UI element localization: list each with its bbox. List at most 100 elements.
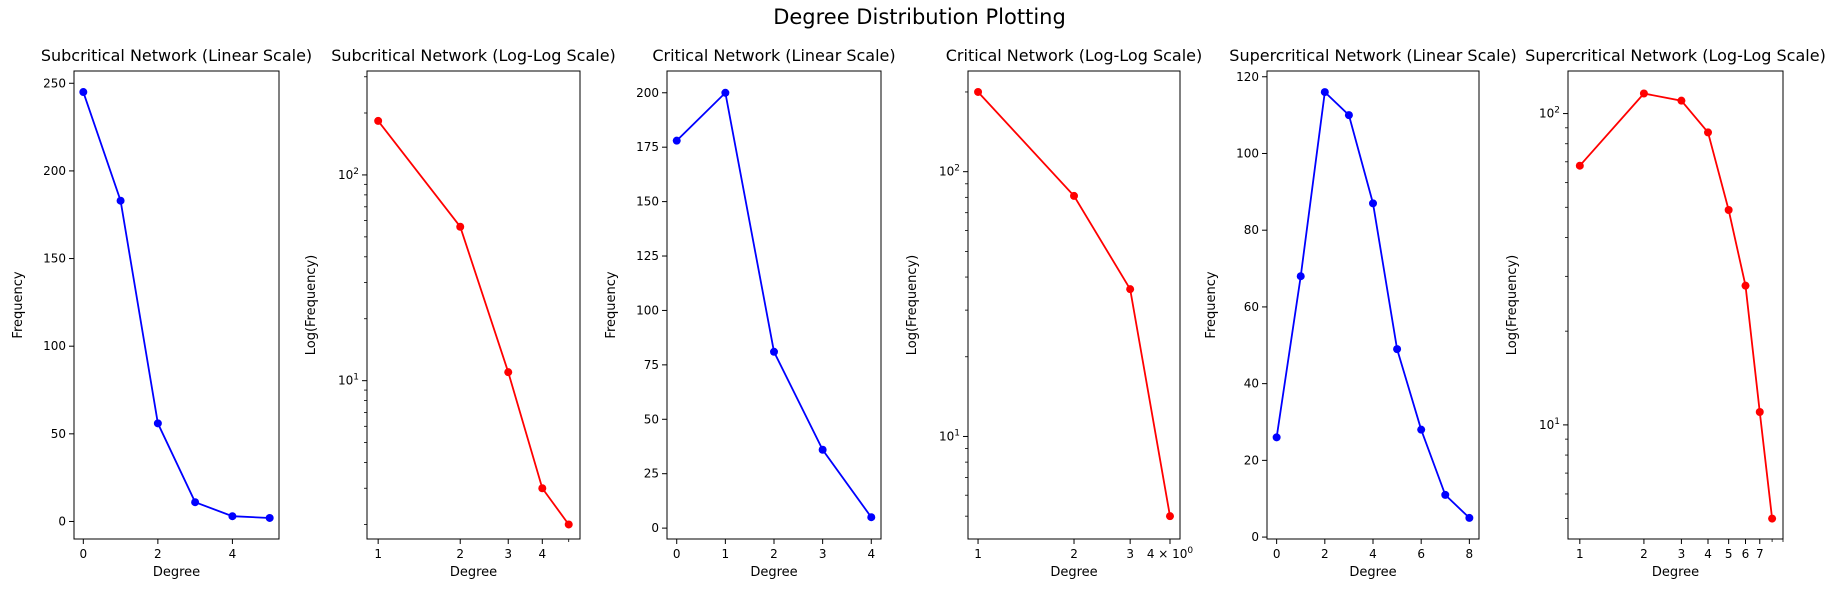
y-axis-label: Frequency xyxy=(604,271,619,338)
y-tick-label: 0 xyxy=(651,521,659,535)
series-line xyxy=(377,120,570,526)
x-tick-label: 0 xyxy=(673,547,681,561)
y-axis-label: Log(Frequency) xyxy=(1505,255,1520,356)
y-tick-label: 100 xyxy=(1236,146,1259,160)
y-tick-label: 60 xyxy=(1244,300,1259,314)
y-tick-label: 250 xyxy=(43,76,66,90)
x-tick-label: 0 xyxy=(79,547,87,561)
series-line xyxy=(1275,90,1470,519)
series-line xyxy=(82,91,270,519)
y-tick-label: 120 xyxy=(1236,70,1259,84)
chart-panel-4: Critical Network (Log-Log Scale) 1 2 3 4 × 1… xyxy=(905,46,1202,580)
x-axis-label: Degree xyxy=(1349,565,1396,580)
data-point xyxy=(1768,514,1777,523)
x-tick-label: 7 xyxy=(1756,547,1764,561)
x-axis-label: Degree xyxy=(1050,565,1097,580)
chart-title: Critical Network (Linear Scale) xyxy=(652,46,895,65)
x-tick-label: 1 xyxy=(974,547,982,561)
y-axis-label: Frequency xyxy=(1204,271,1219,338)
y-tick-label: 25 xyxy=(644,467,659,481)
series-line xyxy=(1579,92,1774,519)
x-tick-label: 2 xyxy=(456,547,464,561)
x-tick-label: 3 xyxy=(504,547,512,561)
series-group xyxy=(672,88,876,522)
x-tick-label: 0 xyxy=(1273,547,1281,561)
chart-panel-3: Critical Network (Linear Scale) 0 1 2 3 4 0 25 5… xyxy=(604,46,896,580)
x-tick-label: 1 xyxy=(722,547,730,561)
series-line xyxy=(977,91,1171,517)
data-point xyxy=(1704,128,1713,137)
x-tick-label: 4 xyxy=(538,547,546,561)
y-tick-label: 40 xyxy=(1244,377,1259,391)
data-point xyxy=(1126,285,1135,294)
data-point xyxy=(1755,408,1764,417)
data-point xyxy=(1639,89,1648,98)
data-point xyxy=(974,87,983,96)
data-point xyxy=(79,88,88,97)
data-point xyxy=(1344,111,1353,120)
data-point xyxy=(538,484,547,493)
chart-title: Supercritical Network (Linear Scale) xyxy=(1229,46,1516,65)
y-tick-label: 100 xyxy=(43,339,66,353)
data-point xyxy=(1465,513,1474,522)
x-tick-label: 3 xyxy=(819,547,827,561)
data-point xyxy=(228,512,237,521)
data-point xyxy=(265,513,274,522)
data-point xyxy=(191,498,200,507)
x-tick-label: 4 xyxy=(1704,547,1712,561)
series-group xyxy=(1272,88,1474,522)
x-tick-label: 3 xyxy=(1678,547,1686,561)
x-tick-label: 3 xyxy=(1126,547,1134,561)
data-point xyxy=(1272,433,1281,442)
data-point xyxy=(1320,88,1329,97)
data-point xyxy=(1441,490,1450,499)
data-point xyxy=(1575,161,1584,170)
data-point xyxy=(456,222,465,231)
x-axis-label: Degree xyxy=(750,565,797,580)
data-point xyxy=(116,196,125,205)
y-tick-label: 101 xyxy=(338,373,359,388)
y-axis-label: Log(Frequency) xyxy=(905,255,920,356)
data-point xyxy=(1070,191,1079,200)
series-group xyxy=(1575,89,1777,523)
chart-title: Subcritical Network (Log-Log Scale) xyxy=(331,46,616,65)
data-point xyxy=(1369,199,1377,208)
data-point xyxy=(1724,206,1733,215)
plot-frame xyxy=(967,70,1181,540)
x-axis-label: Degree xyxy=(153,565,200,580)
series-group xyxy=(79,88,274,522)
x-tick-label: 2 xyxy=(1070,547,1078,561)
data-point xyxy=(721,88,730,97)
data-point xyxy=(672,136,681,145)
plot-frame xyxy=(73,70,280,540)
y-tick-label: 101 xyxy=(939,428,960,443)
x-tick-label: 2 xyxy=(1640,547,1648,561)
x-tick-label: 1 xyxy=(374,547,382,561)
y-tick-label: 100 xyxy=(636,303,659,317)
y-tick-label: 102 xyxy=(1539,106,1560,121)
data-point xyxy=(504,368,513,377)
y-tick-label: 150 xyxy=(43,252,66,266)
x-axis-label: Degree xyxy=(1652,565,1699,580)
x-tick-label: 2 xyxy=(770,547,778,561)
plot-frame xyxy=(1567,70,1784,540)
y-tick-label: 0 xyxy=(1251,530,1259,544)
chart-title: Subcritical Network (Linear Scale) xyxy=(41,46,312,65)
chart-panel-1: Subcritical Network (Linear Scale) 0 2 4 0 50… xyxy=(11,46,312,580)
x-tick-label: 6 xyxy=(1417,547,1425,561)
x-tick-label: 4 xyxy=(1369,547,1377,561)
y-tick-label: 80 xyxy=(1244,223,1259,237)
y-tick-label: 50 xyxy=(51,427,66,441)
y-tick-label: 102 xyxy=(939,164,960,179)
y-axis-label: Frequency xyxy=(11,271,26,338)
data-point xyxy=(1296,272,1305,281)
data-point xyxy=(1393,345,1402,354)
x-tick-label: 2 xyxy=(154,547,162,561)
figure-title: Degree Distribution Plotting xyxy=(773,5,1066,29)
x-tick-label: 6 xyxy=(1742,547,1750,561)
data-point xyxy=(818,445,827,454)
x-tick-label: 8 xyxy=(1466,547,1474,561)
data-point xyxy=(153,419,162,428)
data-point xyxy=(564,520,573,529)
data-point xyxy=(1677,96,1686,105)
